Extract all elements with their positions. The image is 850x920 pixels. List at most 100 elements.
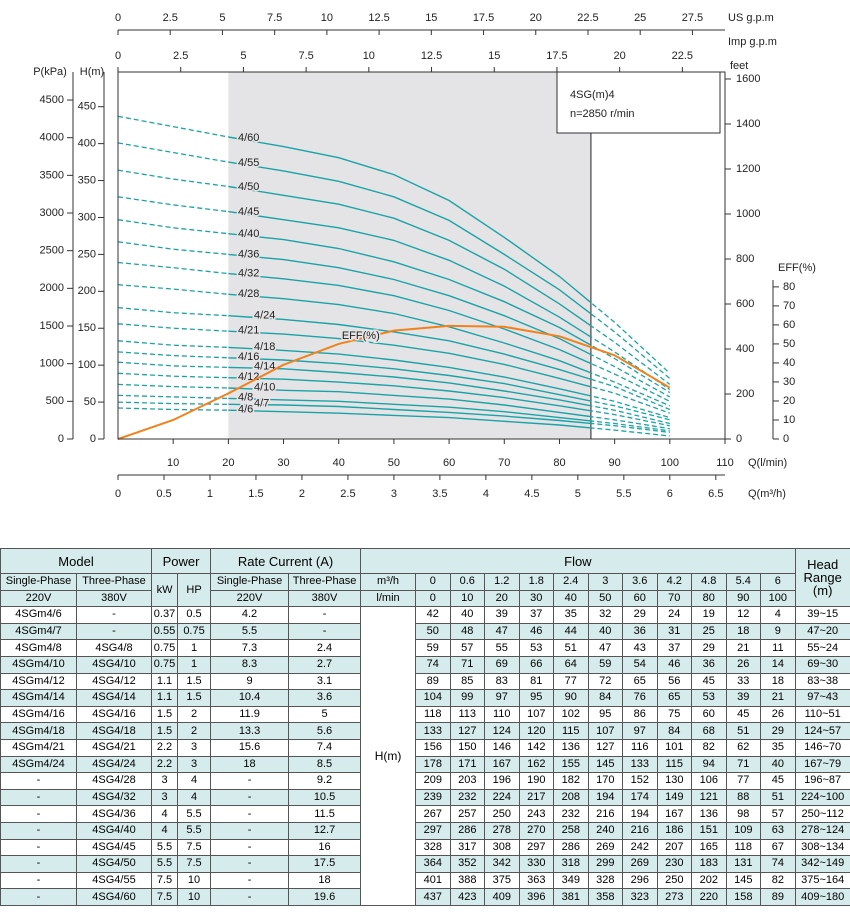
cell: 4SG4/55 (75, 871, 153, 890)
cell: 4SGm4/14 (0, 689, 77, 707)
head-value: 67 (760, 838, 796, 857)
head-value: 76 (622, 689, 658, 707)
efficiency-curve (117, 324, 671, 440)
cell: 5.5 (177, 821, 212, 840)
head-value: 396 (518, 888, 555, 906)
eff-tick-label: 40 (783, 357, 795, 369)
cell: 5.5 (151, 855, 179, 873)
head-value: 152 (622, 772, 658, 790)
cell: 9 (210, 672, 290, 691)
m3h-tick-label: 0 (115, 488, 121, 500)
header-cell: 380V (75, 589, 153, 608)
y-tick-label: 400 (78, 138, 96, 150)
head-value: 102 (553, 705, 589, 724)
data-row: 4SGm4/12 4SG4/12 1.1 1.5 9 3.1 89 85 83 81 77 72 65 5… (0, 672, 850, 691)
x-tick-label: 110 (716, 457, 734, 469)
head-value: 190 (518, 772, 555, 790)
header-cell: Rate Current (A) (210, 548, 362, 574)
x-tick-label: 60 (443, 457, 455, 469)
cell: 1.5 (177, 672, 212, 691)
cell: 16 (288, 838, 362, 857)
axis-title: feet (730, 60, 748, 72)
head-value: 136 (553, 738, 589, 757)
cell: - (0, 772, 77, 790)
head-value: 69 (484, 655, 520, 674)
curve-label: 4/8 (238, 392, 253, 404)
head-value: 150 (449, 738, 486, 757)
head-value: 401 (415, 871, 451, 890)
data-row: 4SGm4/6-0.37 0.5 4.2- H(m) 42 40 39 37 35 32 29 24 1… (0, 606, 850, 906)
cell: 8.3 (210, 655, 290, 674)
head-value: 54 (622, 655, 658, 674)
head-value: 239 (415, 788, 451, 807)
head-value: 18 (725, 622, 762, 641)
cell: - (0, 788, 77, 807)
cell: 110~51 (794, 705, 850, 724)
flow-header: 0 (415, 589, 451, 608)
flow-header: 0.6 (449, 573, 486, 591)
cell: - (210, 772, 290, 790)
head-value: 121 (691, 788, 727, 807)
header-row: 220V 380V 220V 380V l/min 0 10 20 30 40 50 60 70 80 90… (0, 589, 850, 608)
head-value: 167 (484, 755, 520, 774)
head-value: 278 (484, 821, 520, 840)
chart-subtitle: n=2850 r/min (570, 108, 635, 120)
head-value: 145 (587, 755, 624, 774)
head-value: 24 (656, 606, 693, 624)
head-value: 39 (725, 689, 762, 707)
m3h-tick-label: 1 (207, 488, 213, 500)
cell: - (288, 606, 362, 624)
eff-tick-label: 10 (783, 414, 795, 426)
head-value: 297 (415, 821, 451, 840)
head-value: 42 (415, 606, 451, 624)
head-value: 90 (553, 689, 589, 707)
head-value: 40 (760, 755, 796, 774)
cell: 10.4 (210, 689, 290, 707)
header-cell: Power (151, 548, 212, 574)
feet-tick-label: 1200 (736, 163, 760, 175)
eff-tick-label: 70 (783, 300, 795, 312)
pump-curve (228, 409, 591, 429)
head-value: 127 (587, 738, 624, 757)
cell: 2 (177, 705, 212, 724)
head-value: 273 (656, 888, 693, 906)
cell: 409~180 (794, 888, 850, 906)
head-value: 375 (484, 871, 520, 890)
head-value: 352 (449, 855, 486, 873)
cell: 196~87 (794, 772, 850, 790)
pump-curve-dashed (117, 219, 671, 394)
head-value: 133 (622, 755, 658, 774)
header-cell: 220V (0, 589, 77, 608)
cell: 4SG4/21 (75, 738, 153, 757)
cell: 4SGm4/6 (0, 606, 77, 624)
cell: 83~38 (794, 672, 850, 691)
cell: 4SG4/40 (75, 821, 153, 840)
pump-curve (228, 161, 591, 315)
flow-header: 60 (622, 589, 658, 608)
head-value: 107 (587, 722, 624, 740)
pump-curve (228, 346, 591, 397)
cell: 0.75 (151, 639, 179, 657)
axis-title: Imp g.p.m (728, 36, 777, 48)
head-value: 297 (518, 838, 555, 857)
head-value: 178 (415, 755, 451, 774)
curve-label: 4/60 (238, 132, 259, 144)
head-value: 36 (691, 655, 727, 674)
flow-header: 4.2 (656, 573, 693, 591)
head-value: 62 (725, 738, 762, 757)
head-value: 71 (725, 755, 762, 774)
cell: 0.5 (177, 606, 212, 624)
flow-header: 4.8 (691, 573, 727, 591)
head-value: 155 (553, 755, 589, 774)
data-row: 4SGm4/16 4SG4/16 1.5 2 11.9 5 118 113 110 107 102 9… (0, 705, 850, 724)
head-value: 110 (484, 705, 520, 724)
cell: 2.7 (288, 655, 362, 674)
pressure-tick-label: 500 (46, 395, 64, 407)
cell: 5.5 (177, 805, 212, 823)
pressure-tick-label: 3000 (40, 207, 64, 219)
head-value: 59 (415, 639, 451, 657)
cell: 7.5 (151, 888, 179, 906)
pressure-tick-label: 0 (58, 433, 64, 445)
head-value: 97 (622, 722, 658, 740)
cell: 3.1 (288, 672, 362, 691)
